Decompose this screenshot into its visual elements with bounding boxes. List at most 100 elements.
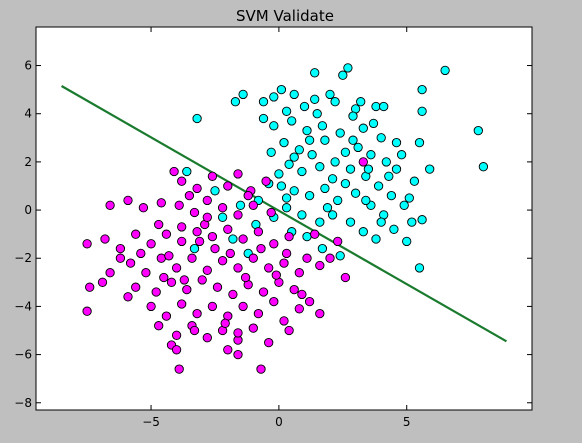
scatter-point [136,248,146,259]
scatter-point [177,222,187,232]
scatter-point [376,133,386,143]
scatter-point [210,243,220,254]
scatter-point [276,181,287,191]
scatter-point [315,217,325,227]
scatter-point [202,265,212,275]
scatter-point [294,304,304,314]
y-tick-label: 2 [24,155,32,169]
scatter-point [207,231,218,242]
scatter-point [304,296,315,307]
scatter-point [233,210,243,220]
scatter-point [264,337,274,348]
scatter-point [233,328,243,338]
scatter-point [217,256,228,266]
scatter-point [105,268,115,278]
scatter-point [284,159,294,169]
scatter-point [363,164,374,174]
scatter-point [317,121,328,131]
scatter-point [310,68,320,78]
scatter-point [417,106,427,116]
scatter-point [279,316,289,326]
scatter-point [233,263,243,273]
scatter-point [389,224,399,234]
scatter-point [194,236,205,247]
scatter-point [343,63,353,73]
scatter-point [248,253,258,263]
scatter-point [238,234,248,244]
scatter-point [302,125,312,136]
scatter-point [192,183,202,194]
scatter-point [302,253,312,263]
scatter-point [330,157,340,167]
scatter-point [212,282,223,292]
scatter-point [350,188,361,198]
scatter-point [233,169,243,179]
scatter-point [97,277,108,287]
scatter-point [304,135,315,145]
scatter-point [207,301,218,312]
scatter-point [225,248,235,259]
scatter-point [320,135,330,145]
scatter-point [333,236,343,247]
scatter-point [307,150,317,160]
scatter-point [171,330,182,340]
scatter-point [409,176,420,186]
scatter-point [281,248,292,259]
scatter-point [294,268,304,278]
scatter-point [310,94,320,104]
scatter-point [192,308,202,319]
scatter-point [220,318,230,328]
scatter-point [258,97,269,107]
scatter-point [417,84,427,95]
y-tick-label: −4 [14,299,32,313]
scatter-point [371,101,381,112]
scatter-point [169,166,179,177]
scatter-point [402,236,412,247]
scatter-point [345,217,356,227]
scatter-point [348,111,358,121]
scatter-point [264,263,274,273]
scatter-point [217,212,228,222]
scatter-point [297,210,307,220]
scatter-point [284,231,294,242]
scatter-point [238,89,248,100]
scatter-point [228,234,238,244]
scatter-point [146,239,156,249]
scatter-point [414,137,425,148]
scatter-point [138,203,149,213]
scatter-point [361,195,371,206]
scatter-point [154,321,164,331]
scatter-point [373,181,384,191]
scatter-point [473,125,483,136]
scatter-point [151,287,161,297]
scatter-point [243,190,253,201]
y-tick-label: 0 [24,203,32,217]
scatter-point [82,239,92,249]
plot-area [36,27,532,410]
scatter-point [184,190,195,201]
scatter-point [230,97,241,107]
scatter-point [202,195,212,206]
scatter-point [269,296,279,307]
scatter-point [261,176,271,186]
scatter-point [253,227,264,237]
scatter-point [156,253,166,263]
scatter-point [179,275,189,285]
scatter-point [379,101,389,112]
scatter-point [182,284,192,295]
scatter-point [187,253,197,263]
scatter-point [266,207,276,218]
scatter-point [161,311,172,321]
scatter-point [358,157,368,167]
scatter-point [238,301,248,312]
scatter-point [417,215,427,225]
scatter-point [146,301,156,312]
scatter-point [82,306,92,316]
plot-frame [35,26,533,411]
y-tick-label: 6 [24,59,32,73]
scatter-point [320,183,330,194]
decision-boundary-line [61,85,507,343]
y-tick-label: 4 [24,107,32,121]
scatter-point [327,210,338,220]
scatter-point [85,282,95,292]
